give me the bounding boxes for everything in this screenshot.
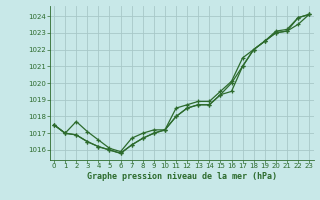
X-axis label: Graphe pression niveau de la mer (hPa): Graphe pression niveau de la mer (hPa): [87, 172, 276, 181]
